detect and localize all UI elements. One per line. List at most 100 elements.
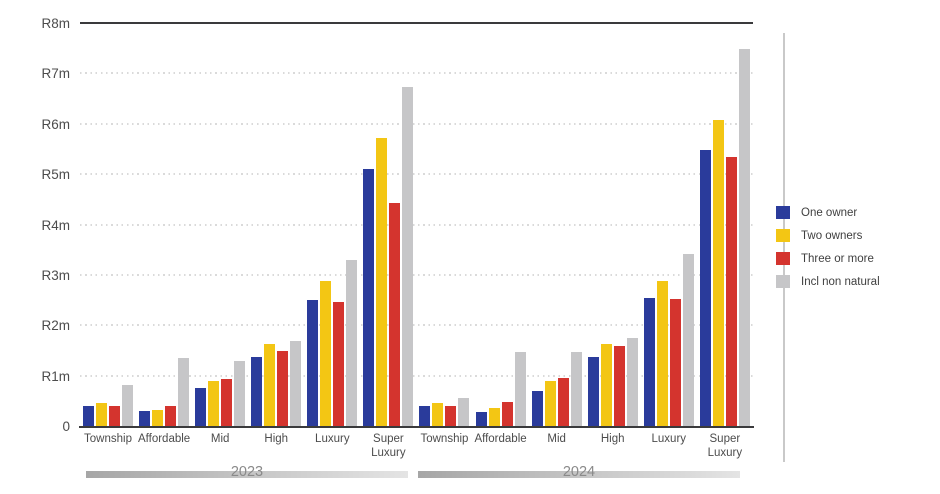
y-axis-tick-label: R5m bbox=[41, 167, 70, 183]
bar-one-owner bbox=[251, 356, 263, 426]
legend-item-incl-non-natural: Incl non natural bbox=[776, 275, 880, 288]
bar-incl-non-natural bbox=[570, 351, 582, 426]
legend-item-three-or-more: Three or more bbox=[776, 252, 880, 265]
gridline-r5m bbox=[80, 173, 753, 176]
category-label: Mid bbox=[547, 433, 566, 445]
bar-two-owners bbox=[600, 344, 612, 426]
bar-group-2023-luxury bbox=[304, 259, 360, 426]
bar-three-or-more bbox=[109, 405, 120, 426]
category-label: High bbox=[600, 433, 625, 445]
bar-group-2024-high bbox=[585, 338, 641, 426]
bar-one-owner bbox=[587, 356, 599, 426]
bar-incl-non-natural bbox=[626, 338, 638, 426]
legend-label: Incl non natural bbox=[801, 275, 880, 288]
gridline-r2m bbox=[80, 324, 753, 327]
bar-group-2024-affordable bbox=[473, 351, 529, 426]
bar-three-or-more bbox=[221, 379, 233, 426]
bar-one-owner bbox=[363, 168, 375, 426]
bar-two-owners bbox=[96, 402, 107, 426]
bar-three-or-more bbox=[669, 299, 681, 426]
gridline-r1m bbox=[80, 374, 753, 377]
bar-three-or-more bbox=[557, 378, 569, 426]
bar-one-owner bbox=[531, 390, 543, 426]
bar-one-owner bbox=[83, 406, 94, 426]
gridline-r4m bbox=[80, 223, 753, 226]
bar-group-2024-luxury bbox=[641, 253, 697, 426]
bar-incl-non-natural bbox=[178, 358, 190, 426]
legend-item-one-owner: One owner bbox=[776, 206, 880, 219]
bar-group-2023-high bbox=[248, 340, 304, 426]
bar-two-owners bbox=[376, 138, 388, 426]
bar-one-owner bbox=[195, 387, 207, 426]
legend-swatch bbox=[776, 252, 790, 265]
bar-one-owner bbox=[699, 150, 711, 426]
bar-three-or-more bbox=[277, 350, 289, 426]
year-band-2024 bbox=[418, 471, 740, 478]
bar-group-2023-affordable bbox=[136, 358, 192, 426]
bar-one-owner bbox=[643, 298, 655, 426]
legend-separator-line bbox=[783, 33, 785, 462]
category-label: Super Luxury bbox=[707, 433, 743, 459]
category-label: Township bbox=[420, 433, 469, 445]
bar-group-2024-mid bbox=[529, 351, 585, 426]
y-axis-tick-label: R6m bbox=[41, 116, 70, 132]
y-axis-tick-label: R2m bbox=[41, 318, 70, 334]
gridline-r8m bbox=[80, 22, 753, 24]
bar-three-or-more bbox=[445, 405, 457, 426]
bar-group-2023-mid bbox=[192, 360, 248, 426]
bar-incl-non-natural bbox=[514, 351, 526, 426]
gridline-r6m bbox=[80, 122, 753, 125]
bar-one-owner bbox=[139, 410, 151, 426]
year-band-label-2023: 2023 bbox=[230, 464, 264, 480]
bar-group-2023-super-luxury bbox=[360, 86, 416, 426]
y-axis-tick-label: R7m bbox=[41, 66, 70, 82]
bar-incl-non-natural bbox=[458, 397, 470, 426]
category-label: Mid bbox=[210, 433, 230, 445]
legend: One owner Two owners Three or more Incl non… bbox=[776, 206, 880, 298]
plot-area bbox=[80, 23, 753, 426]
bar-incl-non-natural bbox=[738, 49, 750, 426]
category-label: Township bbox=[84, 433, 132, 445]
bar-three-or-more bbox=[501, 401, 513, 426]
gridline-r3m bbox=[80, 273, 753, 276]
bar-three-or-more bbox=[333, 301, 345, 426]
legend-swatch bbox=[776, 206, 790, 219]
bar-incl-non-natural bbox=[234, 360, 246, 426]
bar-one-owner bbox=[475, 412, 487, 426]
category-label: Luxury bbox=[651, 433, 687, 445]
legend-label: One owner bbox=[801, 206, 858, 219]
category-label: Affordable bbox=[474, 433, 527, 445]
bar-two-owners bbox=[208, 381, 220, 426]
bar-group-2024-township bbox=[416, 397, 472, 426]
year-band-label-2024: 2024 bbox=[562, 464, 596, 480]
y-axis-tick-label: R4m bbox=[41, 217, 70, 233]
bar-two-owners bbox=[432, 402, 444, 426]
bar-two-owners bbox=[152, 409, 164, 426]
legend-swatch bbox=[776, 275, 790, 288]
category-labels-row: Township Affordable Mid High Luxury Super Lux… bbox=[80, 433, 753, 461]
y-axis-tick-label: R8m bbox=[41, 16, 70, 31]
category-label: Super Luxury bbox=[371, 433, 406, 459]
bar-two-owners bbox=[320, 281, 332, 426]
bar-incl-non-natural bbox=[122, 384, 133, 426]
bar-two-owners bbox=[544, 380, 556, 426]
y-axis-tick-label: R1m bbox=[41, 368, 70, 384]
bar-two-owners bbox=[656, 281, 668, 426]
legend-label: Two owners bbox=[801, 229, 863, 242]
year-band-2023 bbox=[86, 471, 408, 478]
legend-item-two-owners: Two owners bbox=[776, 229, 880, 242]
y-axis-tick-label: 0 bbox=[62, 419, 70, 434]
category-label: High bbox=[264, 433, 289, 445]
bar-three-or-more bbox=[389, 202, 401, 426]
bar-three-or-more bbox=[165, 406, 177, 426]
x-axis-line bbox=[79, 426, 754, 428]
bar-incl-non-natural bbox=[682, 253, 694, 426]
bar-incl-non-natural bbox=[290, 340, 302, 426]
bar-one-owner bbox=[307, 299, 319, 426]
bar-group-2024-super-luxury bbox=[697, 49, 753, 426]
y-axis-tick-label: R3m bbox=[41, 267, 70, 283]
bar-incl-non-natural bbox=[346, 259, 358, 426]
category-label: Luxury bbox=[315, 433, 350, 445]
bar-three-or-more bbox=[725, 157, 737, 426]
